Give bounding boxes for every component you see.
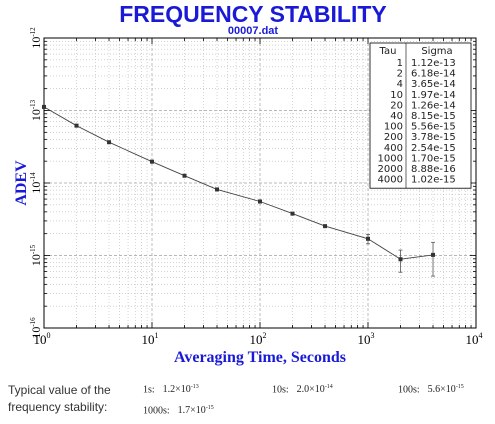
table-sigma-value: 1.02e-15 [411, 175, 456, 186]
data-point [258, 199, 262, 204]
data-point [182, 173, 187, 178]
footer-label: Typical value of the frequency stability… [8, 383, 111, 414]
table-sigma-value: 2.54e-15 [411, 143, 456, 154]
data-point [366, 236, 370, 241]
stability-value-100s: 100s: 5.6×10-15 [398, 384, 464, 395]
stability-exponent: -14 [324, 384, 333, 390]
table-tau-value: 20 [390, 100, 403, 111]
data-point [215, 187, 220, 192]
tau-label: 100s: [398, 384, 420, 396]
tau-label: 1s: [143, 384, 155, 396]
table-sigma-value: 3.65e-14 [411, 79, 456, 90]
series-line [43, 106, 434, 260]
tau-label: 1000s: [143, 405, 170, 417]
x-tick-label: 102 [250, 331, 267, 347]
stability-mantissa: 1.2×10 [162, 384, 191, 396]
stability-exponent: -13 [190, 384, 199, 390]
footer: Typical value of the frequency stability… [0, 374, 495, 424]
table-header-tau: Tau [379, 46, 397, 57]
table-tau-value: 2000 [378, 164, 403, 175]
table-box [369, 42, 472, 189]
table-tau-value: 1 [397, 58, 403, 69]
stability-value-1s: 1s: 1.2×10-13 [143, 384, 199, 395]
y-tick-label: 10-13 [29, 99, 43, 121]
table-tau-value: 200 [384, 132, 403, 143]
stability-mantissa: 5.6×10 [427, 384, 456, 396]
x-tick-labels: 100 101 102 103 104 [34, 331, 483, 347]
tick-marks [43, 38, 476, 329]
table-tau-value: 400 [384, 143, 403, 154]
table-tau-value: 100 [384, 122, 403, 133]
y-tick-labels: 10-12 10-13 10-14 10-15 10-16 [29, 27, 43, 339]
x-tick-label: 104 [466, 331, 483, 347]
tau-sigma-table: Tau Sigma 1 1.12e-13 2 6.18e-14 4 3.65e-14 10 1.9… [369, 42, 472, 189]
table-sigma-value: 6.18e-14 [411, 69, 456, 80]
table-tau-value: 10 [390, 90, 403, 101]
table-tau-value: 40 [390, 111, 403, 122]
data-point [323, 224, 328, 229]
y-tick-label: 10-15 [29, 244, 43, 266]
adev-chart: FREQUENCY STABILITY 00007.dat 100 101 102 1… [13, 1, 483, 366]
tau-label: 10s: [272, 384, 289, 396]
y-tick-label: 10-12 [29, 27, 43, 49]
data-point [290, 211, 295, 216]
table-sigma-value: 5.56e-15 [411, 122, 456, 133]
table-tau-value: 2 [397, 69, 403, 80]
table-sigma-value: 3.78e-15 [411, 132, 456, 143]
chart-title: FREQUENCY STABILITY [119, 1, 387, 27]
x-tick-label: 100 [34, 331, 51, 347]
table-tau-value: 4 [397, 79, 403, 90]
table-sigma-value: 1.97e-14 [411, 90, 456, 101]
data-point [107, 140, 112, 145]
x-axis-label: Averaging Time, Seconds [174, 349, 346, 366]
stability-value-10s: 10s: 2.0×10-14 [272, 384, 333, 395]
table-tau-value: 1000 [378, 153, 403, 164]
stability-exponent: -15 [455, 384, 464, 390]
adev-series [42, 104, 436, 277]
data-point [74, 123, 79, 128]
stability-value-1000s: 1000s: 1.7×10-15 [143, 405, 214, 416]
table-header-sigma: Sigma [421, 46, 452, 57]
table-sigma-value: 1.12e-13 [411, 58, 456, 69]
chart-subtitle: 00007.dat [228, 25, 278, 37]
table-sigma-value: 1.70e-15 [411, 153, 456, 164]
x-tick-label: 101 [142, 331, 159, 347]
stability-exponent: -15 [205, 405, 214, 411]
table-tau-value: 4000 [378, 175, 403, 186]
y-tick-label: 10-16 [29, 317, 43, 339]
y-tick-label: 10-14 [29, 172, 43, 194]
data-point [42, 104, 46, 109]
table-sigma-value: 1.26e-14 [411, 100, 456, 111]
data-point [431, 252, 436, 257]
data-point [150, 159, 154, 164]
y-axis-label: ADEV [13, 160, 30, 206]
data-point [398, 257, 403, 262]
table-sigma-value: 8.88e-16 [411, 164, 456, 175]
x-tick-label: 103 [358, 331, 375, 347]
stability-mantissa: 1.7×10 [177, 405, 206, 417]
stability-mantissa: 2.0×10 [296, 384, 325, 396]
table-sigma-value: 8.15e-15 [411, 111, 456, 122]
